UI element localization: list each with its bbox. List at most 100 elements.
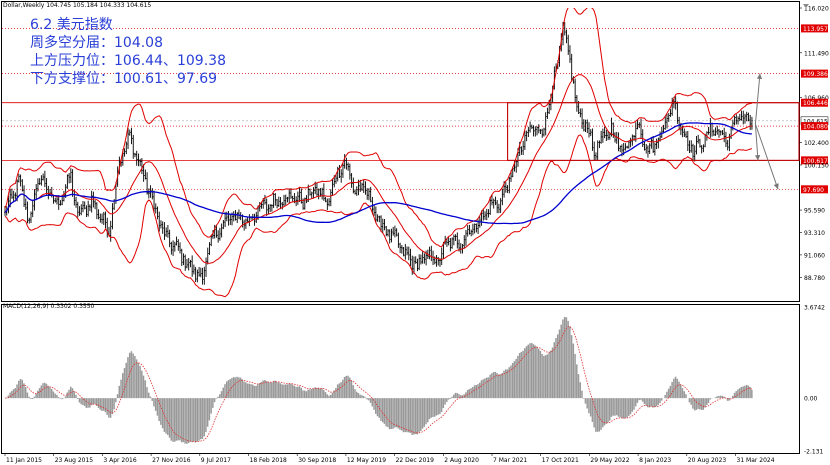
macd-bar bbox=[704, 398, 706, 408]
macd-bar bbox=[95, 398, 98, 406]
date-tick-label: 18 Feb 2018 bbox=[250, 457, 288, 464]
macd-bar bbox=[231, 377, 233, 399]
macd-bar bbox=[605, 398, 608, 424]
macd-bar bbox=[177, 398, 179, 441]
macd-bar bbox=[685, 394, 687, 399]
macd-bar bbox=[466, 390, 469, 399]
macd-bar bbox=[321, 388, 323, 399]
macd-bar bbox=[236, 376, 238, 399]
price-tick-label: 102.400 bbox=[804, 140, 829, 147]
date-tick-label: 27 Nov 2016 bbox=[152, 457, 191, 464]
macd-bar bbox=[75, 394, 77, 399]
projection-arrows bbox=[754, 73, 779, 190]
macd-bar bbox=[113, 398, 115, 410]
macd-bar bbox=[447, 398, 450, 400]
macd-bar bbox=[208, 398, 211, 421]
macd-bar bbox=[647, 398, 649, 408]
arrow-to-100-617-head bbox=[755, 154, 761, 161]
macd-bar bbox=[562, 319, 564, 399]
macd-bar bbox=[659, 398, 661, 404]
macd-bar bbox=[284, 384, 287, 399]
price-tick-label: 116.020 bbox=[804, 6, 829, 13]
macd-bar bbox=[5, 397, 8, 399]
macd-bar bbox=[366, 398, 368, 400]
macd-bar bbox=[362, 396, 365, 399]
macd-bar bbox=[628, 398, 630, 416]
price-tag-bg bbox=[801, 98, 828, 107]
macd-bar bbox=[354, 389, 356, 399]
price-tag-label: 106.446 bbox=[803, 100, 828, 107]
macd-bar bbox=[574, 353, 576, 399]
macd-bar bbox=[621, 398, 623, 419]
macd-bar bbox=[420, 398, 422, 432]
macd-bar bbox=[624, 398, 627, 419]
macd-bar bbox=[139, 365, 141, 399]
macd-bar bbox=[151, 398, 153, 401]
macd-bar bbox=[361, 395, 363, 399]
macd-bar bbox=[111, 398, 114, 414]
macd-bar bbox=[610, 398, 613, 417]
macd-bar bbox=[267, 381, 270, 399]
macd-bar bbox=[130, 351, 133, 399]
macd-bar bbox=[243, 381, 245, 399]
macd-bar bbox=[520, 351, 523, 399]
macd-bar bbox=[546, 354, 549, 399]
macd-bar bbox=[541, 353, 543, 399]
symbol-label: Dollar,Weekly bbox=[3, 2, 45, 9]
scroll-marker-icon[interactable] bbox=[803, 4, 809, 8]
price-tag-bg bbox=[801, 185, 828, 194]
macd-bar bbox=[319, 388, 322, 399]
macd-bar bbox=[56, 394, 58, 399]
price-tick-label: 93.310 bbox=[804, 230, 825, 237]
macd-bar bbox=[622, 398, 625, 419]
macd-bar bbox=[641, 398, 644, 402]
macd-bar bbox=[657, 398, 659, 405]
macd-bar bbox=[418, 398, 420, 433]
macd-bar bbox=[215, 398, 218, 399]
macd-bar bbox=[402, 398, 405, 433]
macd-bar bbox=[229, 379, 231, 399]
macd-bar bbox=[626, 398, 628, 418]
macd-bar bbox=[638, 398, 640, 401]
macd-bar bbox=[210, 398, 212, 414]
macd-bar bbox=[522, 350, 524, 399]
macd-bar bbox=[300, 387, 302, 399]
macd-bar bbox=[567, 320, 569, 399]
macd-bar bbox=[437, 398, 439, 415]
macd-bar bbox=[238, 377, 240, 399]
macd-bar bbox=[186, 398, 188, 444]
macd-bar bbox=[631, 398, 633, 412]
macd-bar bbox=[733, 392, 736, 399]
macd-bar bbox=[137, 362, 140, 399]
macd-tick-label: 3.6742 bbox=[804, 305, 825, 312]
macd-bar bbox=[492, 372, 495, 399]
macd-bar bbox=[595, 398, 597, 432]
macd-bar bbox=[265, 381, 268, 399]
macd-bar bbox=[747, 385, 750, 399]
macd-bar bbox=[719, 395, 722, 399]
macd-bar bbox=[579, 382, 582, 399]
macd-bar bbox=[359, 394, 361, 399]
macd-bar bbox=[281, 384, 283, 399]
moving-average bbox=[4, 122, 752, 225]
macd-bar bbox=[487, 377, 490, 399]
macd-bar bbox=[120, 379, 122, 399]
macd-bar bbox=[262, 380, 264, 399]
price-tag-bg bbox=[801, 69, 828, 78]
macd-bar bbox=[442, 398, 445, 409]
macd-bar bbox=[147, 392, 150, 399]
bollinger-lower bbox=[4, 134, 753, 298]
macd-bar bbox=[660, 398, 663, 401]
macd-bar bbox=[617, 398, 620, 417]
macd-bar bbox=[135, 359, 138, 399]
macd-bar bbox=[312, 388, 315, 399]
macd-bar bbox=[484, 378, 486, 399]
macd-bar bbox=[510, 365, 512, 399]
macd-bar bbox=[664, 394, 666, 399]
macd-bar bbox=[35, 393, 37, 399]
macd-bar bbox=[485, 377, 488, 399]
macd-bar bbox=[160, 398, 162, 425]
price-tag-label: 100.617 bbox=[803, 158, 828, 165]
macd-axis: 3.6742 0.00 -2.131 bbox=[804, 305, 825, 456]
